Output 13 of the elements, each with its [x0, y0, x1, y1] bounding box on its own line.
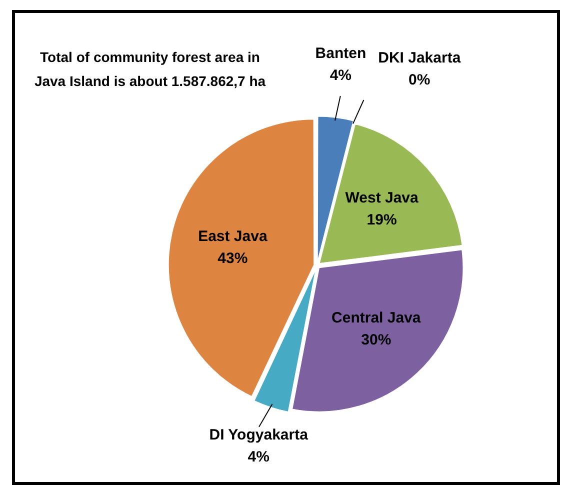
text: 0%: [408, 72, 430, 89]
slice-label: Central Java: [332, 310, 422, 327]
category-label: DKI Jakarta: [378, 50, 461, 67]
data-label: 43%: [218, 250, 248, 267]
slice-label: West Java: [345, 190, 420, 207]
text: Total of community forest area in Java Island is about 1.587.862,7 ha: [33, 48, 267, 91]
data-label: 19%: [366, 212, 397, 229]
slice-label: DI Yogyakarta: [209, 426, 309, 444]
slice-label: East Java: [198, 228, 268, 245]
data-label: 4%: [248, 448, 270, 466]
slice-label: Banten: [315, 45, 366, 62]
data-label: 4%: [330, 67, 352, 84]
data-label: 30%: [361, 332, 392, 349]
